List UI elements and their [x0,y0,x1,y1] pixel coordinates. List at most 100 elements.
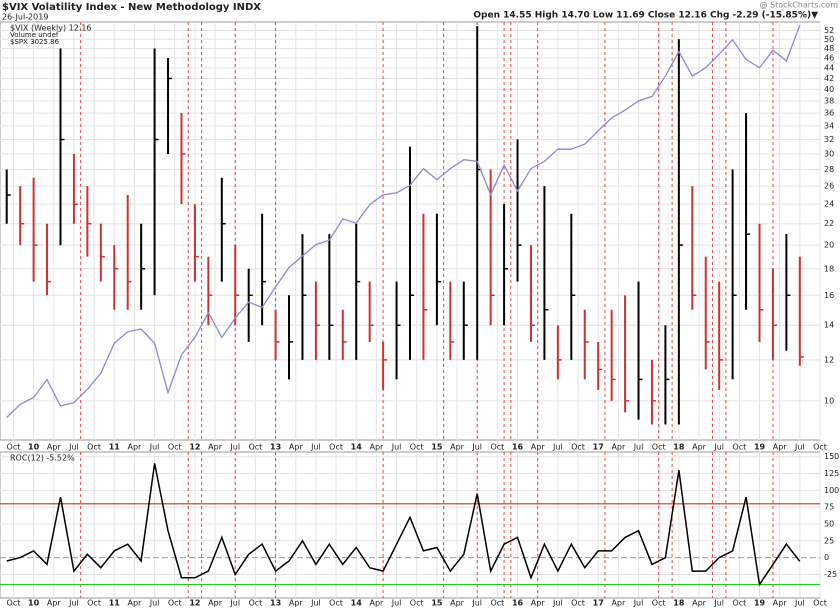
x-tick-label: Jul [552,443,563,452]
x-tick-label: Jul [713,443,724,452]
x-tick-label: 18 [673,599,685,608]
x-tick-label: Apr [369,599,384,608]
roc-line [6,463,801,587]
x-tick-label: Oct [168,443,182,452]
y-tick-label: 44 [824,64,834,73]
x-tick-label: Jul [471,599,482,608]
y-tick-label: 24 [824,200,834,209]
y-tick-label: 14 [824,321,834,330]
y-tick-label: 32 [824,135,834,144]
x-tick-label: Jul [68,443,79,452]
x-tick-label: Apr [128,443,143,452]
x-tick-label: Apr [773,443,788,452]
x-tick-label: 15 [431,599,443,608]
y-tick-label: 20 [824,241,834,250]
x-tick-label: 11 [109,599,121,608]
x-tick-label: Oct [490,443,504,452]
x-tick-label: Apr [369,443,384,452]
x-tick-label: Oct [813,599,827,608]
roc-panel [0,451,821,599]
spx-line [6,24,801,418]
x-tick-label: Oct [87,599,101,608]
x-tick-label: Oct [571,443,585,452]
chart-title: $VIX Volatility Index - New Methodology … [2,2,261,13]
x-tick-label: Jul [633,599,644,608]
x-tick-label: Apr [47,443,62,452]
legend-entry: $VIX (Weekly) 12.16 [10,24,92,33]
y-tick-label: -25 [824,570,837,579]
x-tick-label: Apr [450,443,465,452]
roc-title: ROC(12) -5.52% [10,454,75,463]
y-tick-label: 12 [824,355,834,364]
x-tick-label: Oct [329,443,343,452]
y-tick-label: 75 [824,503,834,512]
x-tick-label: Jul [149,443,160,452]
x-tick-label: Jul [229,443,240,452]
x-tick-label: Jul [310,599,321,608]
x-tick-label: Oct [571,599,585,608]
x-tick-label: Jul [713,599,724,608]
x-tick-label: Apr [128,599,143,608]
y-tick-label: 16 [824,291,834,300]
x-tick-label: Jul [794,443,805,452]
x-tick-label: Apr [692,443,707,452]
x-tick-label: Apr [611,599,626,608]
x-tick-label: 10 [28,599,40,608]
x-tick-label: Apr [531,599,546,608]
y-tick-label: 28 [824,165,834,174]
x-tick-label: Apr [208,599,223,608]
x-tick-label: Jul [310,443,321,452]
y-tick-label: 22 [824,219,834,228]
header-bg [0,0,840,21]
x-tick-label: Oct [490,599,504,608]
x-tick-label: Apr [208,443,223,452]
x-tick-label: Jul [794,599,805,608]
x-tick-label: 13 [270,443,281,452]
x-tick-label: Oct [168,599,182,608]
x-tick-label: 13 [270,599,281,608]
y-tick-label: 150 [824,452,839,461]
x-tick-label: Apr [611,443,626,452]
x-tick-label: 10 [28,443,40,452]
x-tick-label: 12 [189,599,200,608]
y-tick-label: 100 [824,486,839,495]
x-tick-label: Oct [248,443,262,452]
x-tick-label: Oct [410,599,424,608]
x-tick-label: 19 [754,599,766,608]
x-tick-label: 15 [431,443,443,452]
y-tick-label: 50 [824,519,834,528]
x-tick-label: Apr [47,599,62,608]
y-tick-label: 48 [824,44,834,53]
x-tick-label: Jul [633,443,644,452]
x-tick-label: Jul [552,599,563,608]
x-tick-label: Oct [87,443,101,452]
x-tick-label: Apr [450,599,465,608]
y-tick-label: 36 [824,109,834,118]
chart-date: 26-Jul-2019 [2,13,48,22]
x-tick-label: 18 [673,443,685,452]
x-tick-label: Oct [329,599,343,608]
y-tick-label: 30 [824,150,834,159]
x-tick-label: Apr [289,443,304,452]
y-tick-label: 52 [824,26,834,35]
y-tick-label: 40 [824,85,834,94]
x-tick-label: Apr [531,443,546,452]
y-tick-label: 42 [824,74,834,83]
y-tick-label: 38 [824,96,834,105]
y-tick-label: 34 [824,121,834,130]
x-tick-label: 16 [512,599,524,608]
y-tick-label: 125 [824,469,839,478]
x-tick-label: Jul [391,443,402,452]
x-tick-label: Oct [732,599,746,608]
x-tick-label: 12 [189,443,200,452]
x-tick-label: 19 [754,443,766,452]
x-tick-label: 11 [109,443,121,452]
y-tick-label: 10 [824,396,834,405]
x-tick-label: Apr [289,599,304,608]
credit: @ StockCharts.com [760,1,839,10]
x-tick-label: Oct [410,443,424,452]
y-tick-label: 18 [824,264,834,273]
x-tick-label: Oct [248,599,262,608]
x-tick-label: 16 [512,443,524,452]
